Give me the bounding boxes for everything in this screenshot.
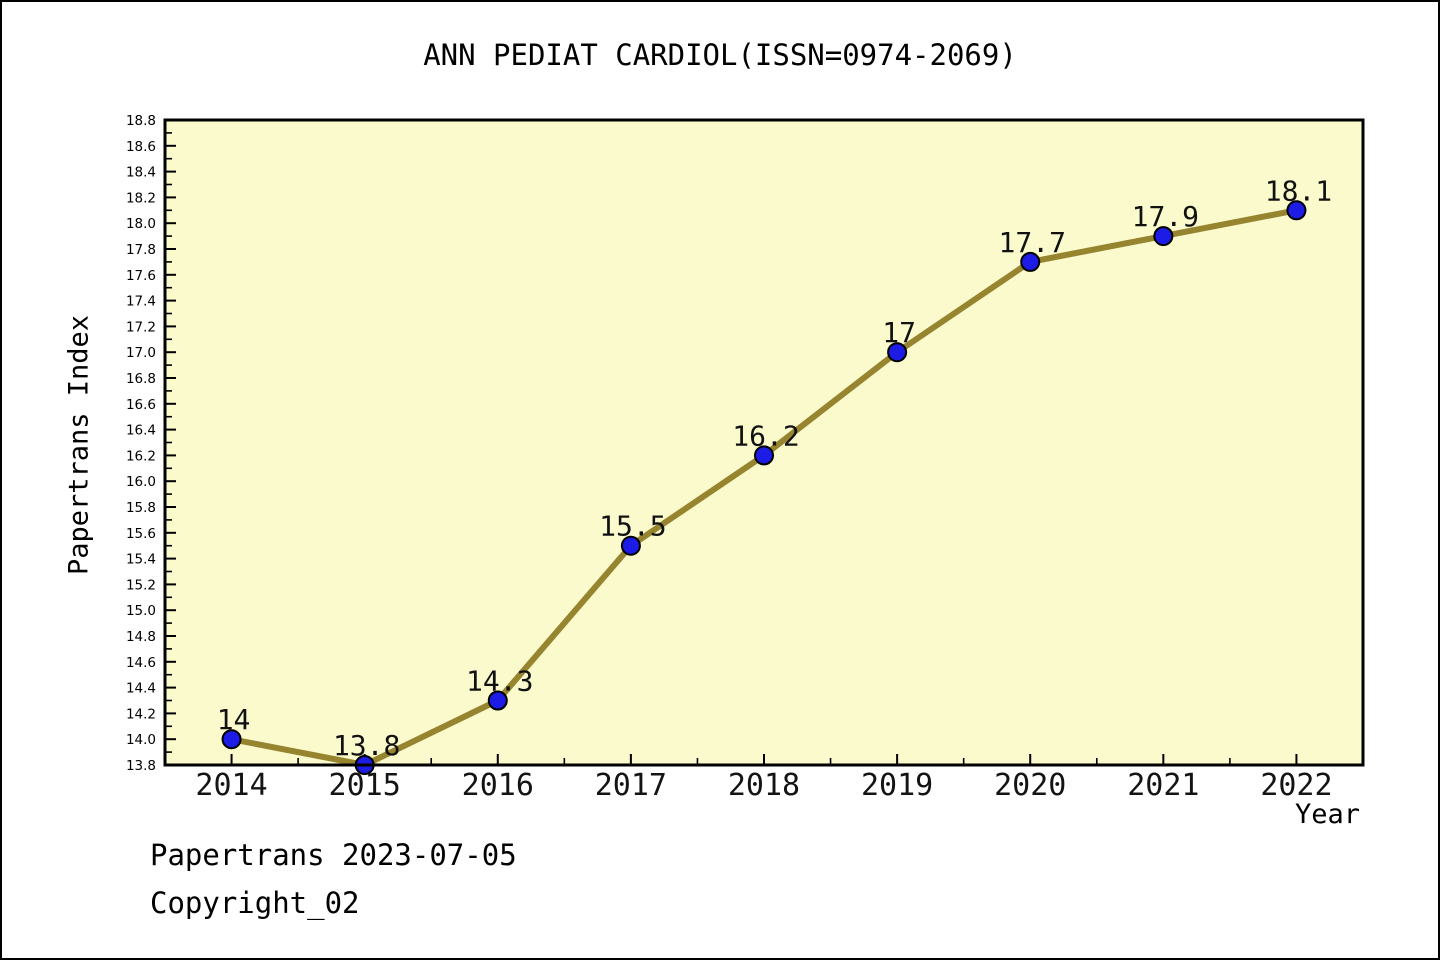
y-tick-label: 18.6: [126, 139, 156, 155]
y-tick-label: 15.0: [126, 603, 156, 619]
point-label: 14.3: [466, 665, 533, 698]
y-tick-label: 17.0: [126, 345, 156, 361]
y-tick-label: 15.8: [126, 500, 156, 516]
y-tick-label: 17.4: [126, 294, 156, 310]
data-point: [754, 445, 774, 466]
point-label: 16.2: [732, 419, 799, 452]
y-tick-label: 16.4: [126, 423, 156, 439]
x-axis-title: Year: [1294, 799, 1360, 830]
data-point: [1020, 251, 1041, 272]
x-tick-label: 2016: [462, 768, 534, 803]
point-label: 15.5: [599, 510, 666, 543]
x-tick-label: 2017: [595, 768, 667, 803]
watermark-copyright: Copyright_02: [150, 886, 360, 920]
y-tick-label: 17.2: [126, 319, 156, 335]
y-tick-label: 14.8: [126, 629, 156, 645]
y-tick-label: 15.6: [126, 526, 156, 542]
y-tick-label: 14.6: [126, 655, 156, 671]
y-tick-label: 15.2: [126, 577, 156, 593]
y-tick-label: 13.8: [126, 758, 156, 774]
plot-border: [163, 118, 1365, 767]
x-tick-label: 2018: [728, 768, 800, 803]
y-tick-label: 17.8: [126, 242, 156, 258]
y-tick-label: 16.6: [126, 397, 156, 413]
data-point: [487, 690, 508, 711]
data-point: [1286, 200, 1307, 221]
y-tick-label: 18.0: [126, 216, 156, 232]
y-tick-label: 17.6: [126, 268, 156, 284]
y-tick-label: 16.8: [126, 371, 156, 387]
y-tick-label: 16.2: [126, 448, 156, 464]
point-label: 17: [882, 316, 916, 349]
point-label: 18.1: [1265, 174, 1332, 207]
data-point: [620, 535, 641, 556]
point-label: 17.9: [1132, 200, 1199, 233]
y-tick-label: 14.2: [126, 706, 156, 722]
watermark-source: Papertrans 2023-07-05: [150, 838, 517, 872]
point-label: 13.8: [333, 729, 400, 762]
y-tick-label: 16.0: [126, 474, 156, 490]
y-tick-label: 18.2: [126, 190, 156, 206]
y-tick-label: 14.4: [126, 681, 156, 697]
x-tick-label: 2014: [195, 768, 267, 803]
point-label: 14: [217, 703, 251, 736]
y-tick-label: 15.4: [126, 552, 156, 568]
data-point: [887, 342, 908, 363]
x-tick-label: 2021: [1127, 768, 1199, 803]
y-tick-label: 18.4: [126, 165, 156, 181]
x-tick-label: 2022: [1260, 768, 1332, 803]
x-tick-label: 2020: [994, 768, 1066, 803]
data-point: [1153, 226, 1174, 247]
data-point: [221, 729, 242, 750]
point-label: 17.7: [999, 226, 1066, 259]
x-tick-label: 2019: [861, 768, 933, 803]
chart-title: ANN PEDIAT CARDIOL(ISSN=0974-2069): [423, 38, 1017, 72]
y-tick-label: 18.8: [126, 113, 156, 129]
y-tick-label: 14.0: [126, 732, 156, 748]
